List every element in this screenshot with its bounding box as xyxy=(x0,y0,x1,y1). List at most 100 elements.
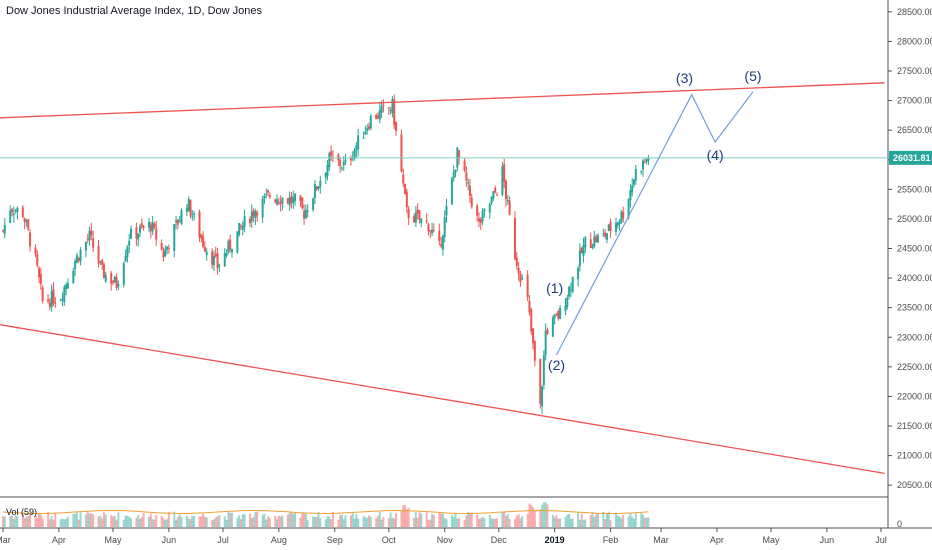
candle-body xyxy=(130,228,133,239)
candle-body xyxy=(164,248,167,257)
candle-body xyxy=(153,223,156,228)
volume-bar xyxy=(187,518,190,527)
volume-bar xyxy=(304,513,307,527)
candle-body xyxy=(593,236,596,246)
y-axis-ticks: 20500.00 21000.00 21500.00 22000.00 22500.00… xyxy=(888,7,932,490)
candle-body xyxy=(566,297,569,308)
candle-body xyxy=(340,167,343,169)
x-tick-label: Nov xyxy=(437,535,454,545)
candle-body xyxy=(202,236,205,247)
candle-body xyxy=(212,255,215,266)
volume-bar xyxy=(647,517,650,527)
candle-body xyxy=(577,267,580,280)
volume-bar xyxy=(393,518,396,527)
candle-body xyxy=(559,307,562,320)
candle-body xyxy=(29,232,32,247)
volume-bar xyxy=(427,519,430,527)
volume-bar xyxy=(252,517,255,527)
candle-body xyxy=(582,245,585,256)
candle-body xyxy=(569,289,572,291)
volume-bar xyxy=(490,518,493,527)
candle-body xyxy=(189,200,192,216)
volume-bar xyxy=(324,519,327,527)
volume-bar xyxy=(90,513,93,527)
volume-bar xyxy=(65,518,68,527)
candle-body xyxy=(50,291,53,308)
volume-bar xyxy=(468,513,471,527)
volume-bar xyxy=(290,512,293,527)
volume-bar xyxy=(492,518,495,527)
volume-bar xyxy=(130,518,133,527)
volume-bar xyxy=(450,515,453,527)
volume-bar xyxy=(160,515,163,527)
volume-bar xyxy=(50,516,53,527)
volume-bar xyxy=(355,513,358,527)
volume-bar xyxy=(476,514,479,527)
candle-body xyxy=(479,219,482,224)
last-price-tag: 26031.81 xyxy=(889,150,932,165)
volume-bar xyxy=(66,516,69,527)
candle-body xyxy=(193,213,196,216)
volume-bar xyxy=(425,512,428,527)
chart-overlays: (1) (2) (3) (4) (5) xyxy=(0,68,888,474)
volume-bar xyxy=(79,512,82,527)
candle-body xyxy=(61,298,64,300)
volume-bar xyxy=(627,516,630,527)
volume-bar xyxy=(218,515,221,527)
volume-bar xyxy=(467,511,470,527)
candle-body xyxy=(643,161,646,163)
volume-bar xyxy=(185,515,188,527)
candle-body xyxy=(539,358,542,404)
candle-body xyxy=(452,172,455,179)
candle-body xyxy=(139,226,142,233)
volume-bar xyxy=(607,511,610,527)
candle-body xyxy=(198,211,201,238)
candle-body xyxy=(425,220,428,222)
candle-body xyxy=(642,160,645,170)
candle-body xyxy=(330,151,333,156)
wave-label: (1) xyxy=(546,280,563,296)
volume-bar xyxy=(99,516,102,527)
candle-body xyxy=(135,227,138,239)
candle-body xyxy=(492,191,495,199)
volume-zero-label: 0 xyxy=(897,519,902,529)
candle-body xyxy=(203,247,206,252)
candle-body xyxy=(79,249,82,262)
volume-bar xyxy=(239,519,242,527)
candle-body xyxy=(124,255,127,262)
volume-bar xyxy=(452,516,455,527)
candle-body xyxy=(387,107,390,109)
candle-body xyxy=(148,222,151,228)
volume-bar xyxy=(463,519,466,527)
volume-bar xyxy=(357,518,360,527)
candle-body xyxy=(54,302,57,304)
candle-body xyxy=(618,220,621,225)
volume-bar xyxy=(25,516,28,527)
candle-body xyxy=(393,99,396,126)
y-tick-label: 27500.00 xyxy=(897,66,932,76)
volume-bar xyxy=(75,512,78,527)
y-tick-label: 28500.00 xyxy=(897,7,932,17)
volume-bar xyxy=(517,514,520,527)
candle-body xyxy=(607,224,610,232)
volume-bar xyxy=(340,514,343,527)
volume-bar xyxy=(29,514,32,527)
projection-path xyxy=(555,91,754,356)
candle-body xyxy=(86,239,89,241)
volume-bar xyxy=(568,513,571,527)
candle-body xyxy=(111,281,114,283)
volume-bar xyxy=(405,509,408,527)
volume-bar xyxy=(11,515,14,527)
volume-bar xyxy=(505,516,508,527)
candle-body xyxy=(21,207,24,218)
volume-bar xyxy=(438,512,441,527)
candle-body xyxy=(357,135,360,149)
volume-bar xyxy=(526,513,529,527)
volume-bar xyxy=(378,511,381,527)
candle-body xyxy=(267,190,270,193)
candle-body xyxy=(578,250,581,267)
candle-body xyxy=(142,226,145,228)
candle-body xyxy=(477,218,480,222)
candle-body xyxy=(521,278,524,280)
volume-bar xyxy=(642,514,645,527)
